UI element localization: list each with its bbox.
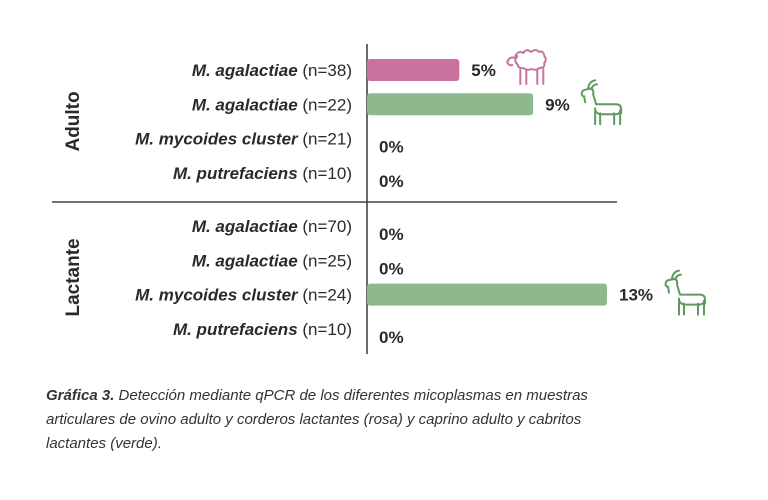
category-label: M. agalactiae (n=70) xyxy=(192,217,352,236)
goat-head-back xyxy=(580,87,623,115)
category-species: M. mycoides cluster xyxy=(135,130,299,149)
category-n: (n=24) xyxy=(298,286,352,305)
figure-caption: Gráfica 3. Detección mediante qPCR de lo… xyxy=(46,384,606,456)
category-label: M. agalactiae (n=22) xyxy=(192,95,352,114)
bar xyxy=(367,283,607,306)
category-label: M. mycoides cluster (n=24) xyxy=(135,286,352,305)
data-label: 5% xyxy=(471,61,496,80)
sheep-head xyxy=(506,56,517,67)
goat-legs xyxy=(678,297,705,316)
category-n: (n=22) xyxy=(298,95,352,114)
category-species: M. agalactiae xyxy=(192,251,298,270)
category-n: (n=25) xyxy=(298,251,352,270)
data-label: 0% xyxy=(379,138,404,157)
data-label: 0% xyxy=(379,259,404,278)
sheep-legs xyxy=(519,68,545,85)
category-n: (n=21) xyxy=(298,130,352,149)
category-label: M. agalactiae (n=38) xyxy=(192,61,352,80)
bar xyxy=(367,93,534,116)
data-label: 9% xyxy=(545,95,570,114)
goat-belly xyxy=(594,109,622,116)
goat-icon xyxy=(664,269,706,316)
data-label: 13% xyxy=(619,286,653,305)
caption-label: Gráfica 3. xyxy=(46,387,115,404)
sheep-icon xyxy=(506,49,547,85)
category-n: (n=38) xyxy=(298,61,352,80)
goat-beard xyxy=(667,285,670,294)
group-label: Lactante xyxy=(63,238,84,316)
category-n: (n=70) xyxy=(298,217,352,236)
category-species: M. putrefaciens xyxy=(173,320,298,339)
category-species: M. agalactiae xyxy=(192,217,298,236)
data-label: 0% xyxy=(379,328,404,347)
bar xyxy=(367,59,460,81)
category-label: M. putrefaciens (n=10) xyxy=(173,320,352,339)
goat-beard xyxy=(583,95,587,104)
chart-svg: M. agalactiae (n=38) 5% M. agalactiae (n=2… xyxy=(52,44,706,354)
data-label: 0% xyxy=(379,172,404,191)
category-species: M. agalactiae xyxy=(192,95,298,114)
category-label: M. agalactiae (n=25) xyxy=(192,251,352,270)
category-species: M. putrefaciens xyxy=(173,164,298,183)
category-n: (n=10) xyxy=(298,164,352,183)
category-species: M. agalactiae xyxy=(192,61,298,80)
category-label: M. putrefaciens (n=10) xyxy=(173,164,352,183)
goat-belly xyxy=(678,299,705,306)
caption-text: Detección mediante qPCR de los diferente… xyxy=(46,387,588,452)
goat-icon xyxy=(580,79,623,126)
goat-head-back xyxy=(664,277,706,305)
group-label: Adulto xyxy=(63,91,84,151)
category-n: (n=10) xyxy=(298,320,352,339)
data-label: 0% xyxy=(379,225,404,244)
sheep-body xyxy=(514,49,547,71)
category-label: M. mycoides cluster (n=21) xyxy=(135,130,352,149)
goat-legs xyxy=(594,107,622,126)
category-species: M. mycoides cluster xyxy=(135,286,299,305)
